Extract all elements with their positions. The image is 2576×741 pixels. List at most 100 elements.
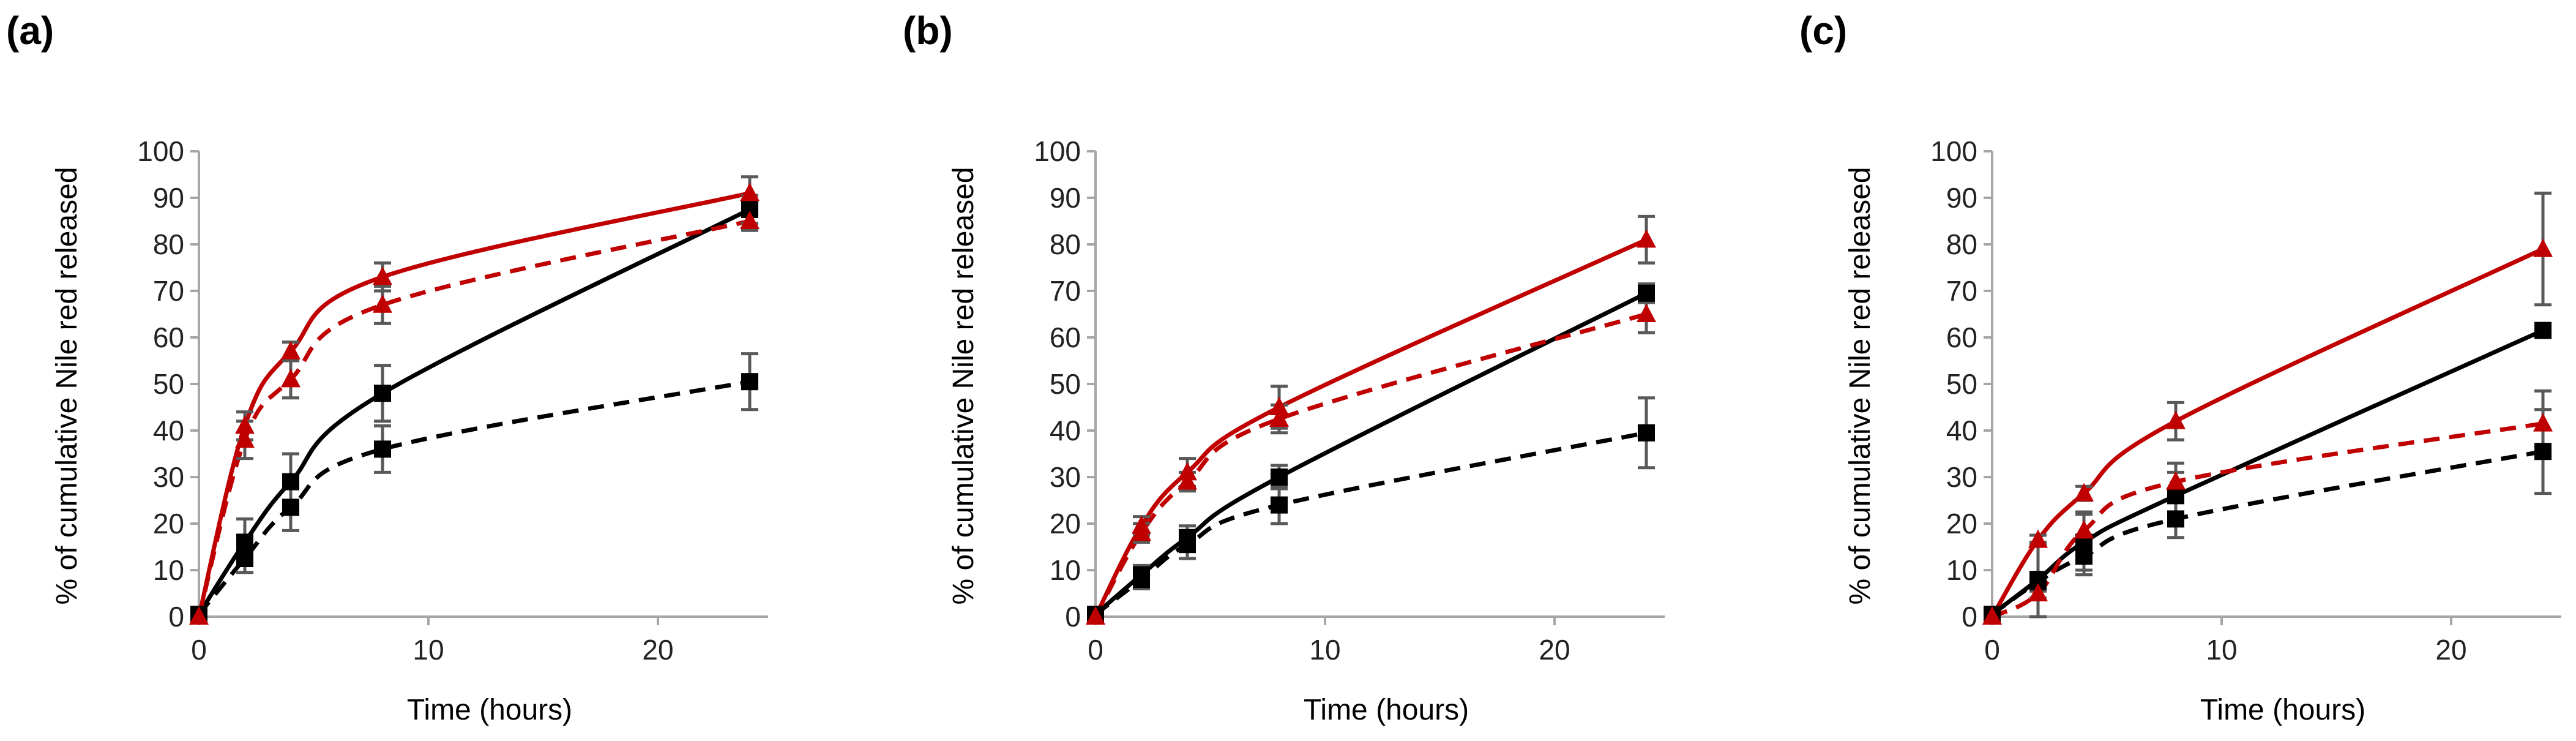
data-point-square bbox=[1271, 496, 1288, 514]
data-point-triangle bbox=[2166, 471, 2186, 490]
data-point-square bbox=[1638, 284, 1655, 302]
x-tick-label: 20 bbox=[1539, 634, 1570, 666]
x-tick-label: 10 bbox=[1309, 634, 1340, 666]
y-tick-label: 100 bbox=[137, 135, 184, 167]
data-point-triangle bbox=[235, 415, 255, 434]
y-tick-label: 0 bbox=[1065, 601, 1081, 633]
series-line-red-dashed bbox=[196, 219, 750, 617]
data-point-square bbox=[236, 533, 253, 551]
data-point-triangle bbox=[373, 294, 392, 313]
chart-panel-b: (b) % of cumulative Nile red released Ti… bbox=[903, 9, 1665, 726]
data-point-square bbox=[1638, 424, 1655, 442]
data-point-triangle bbox=[1178, 471, 1197, 490]
y-tick-label: 80 bbox=[1050, 228, 1081, 260]
data-point-triangle bbox=[1269, 397, 1289, 415]
data-point-triangle bbox=[2074, 483, 2094, 502]
y-tick-label: 10 bbox=[153, 554, 184, 586]
data-point-triangle bbox=[2028, 583, 2048, 601]
y-tick-label: 80 bbox=[1946, 228, 1977, 260]
y-tick-label: 60 bbox=[153, 322, 184, 353]
data-point-square bbox=[236, 550, 253, 567]
y-tick-label: 10 bbox=[1050, 554, 1081, 586]
data-point-square bbox=[741, 373, 758, 391]
chart-panel-c: (c) % of cumulative Nile red released Ti… bbox=[1799, 9, 2561, 726]
data-point-triangle bbox=[1086, 606, 1105, 625]
y-tick-label: 90 bbox=[1050, 182, 1081, 214]
y-tick-label: 40 bbox=[1946, 415, 1977, 446]
panel-label: (b) bbox=[903, 9, 953, 53]
y-tick-label: 60 bbox=[1050, 322, 1081, 353]
data-point-square bbox=[374, 440, 391, 458]
y-tick-label: 80 bbox=[153, 228, 184, 260]
y-tick-label: 30 bbox=[153, 461, 184, 493]
y-tick-label: 90 bbox=[1946, 182, 1977, 214]
y-tick-label: 0 bbox=[168, 601, 184, 633]
series-line-black-dashed bbox=[1990, 449, 2544, 617]
data-point-triangle bbox=[2533, 413, 2553, 432]
data-point-square bbox=[1271, 468, 1288, 486]
data-point-square bbox=[282, 498, 299, 516]
data-point-square bbox=[2167, 510, 2184, 528]
y-tick-label: 60 bbox=[1946, 322, 1977, 353]
y-tick-label: 50 bbox=[1946, 368, 1977, 400]
x-axis-title: Time (hours) bbox=[407, 694, 572, 726]
data-point-triangle bbox=[281, 340, 301, 359]
data-point-triangle bbox=[2028, 529, 2048, 548]
y-tick-label: 10 bbox=[1946, 554, 1977, 586]
data-point-triangle bbox=[1982, 606, 2002, 625]
y-tick-label: 40 bbox=[1050, 415, 1081, 446]
y-tick-label: 50 bbox=[153, 368, 184, 400]
data-point-triangle bbox=[2074, 520, 2094, 539]
data-point-square bbox=[1179, 536, 1196, 554]
data-point-triangle bbox=[1637, 304, 1656, 322]
x-tick-label: 20 bbox=[642, 634, 673, 666]
x-tick-label: 10 bbox=[2206, 634, 2237, 666]
series-line-red-solid bbox=[1990, 247, 2544, 618]
panel-label: (c) bbox=[1799, 9, 1847, 53]
x-tick-label: 0 bbox=[1088, 634, 1103, 666]
data-point-square bbox=[1133, 571, 1150, 589]
y-tick-label: 100 bbox=[1034, 135, 1081, 167]
y-axis-title: % of cumulative Nile red released bbox=[1844, 167, 1876, 604]
series-line-red-solid bbox=[196, 190, 750, 617]
data-point-triangle bbox=[235, 429, 255, 448]
y-tick-label: 20 bbox=[1050, 508, 1081, 540]
y-axis-title: % of cumulative Nile red released bbox=[51, 167, 83, 604]
data-point-triangle bbox=[2533, 238, 2553, 257]
x-tick-label: 10 bbox=[413, 634, 444, 666]
data-point-triangle bbox=[1178, 462, 1197, 481]
y-tick-label: 70 bbox=[153, 275, 184, 307]
x-tick-label: 0 bbox=[191, 634, 207, 666]
data-point-triangle bbox=[740, 182, 760, 201]
data-point-square bbox=[2167, 487, 2184, 505]
y-tick-label: 20 bbox=[153, 508, 184, 540]
series-line-black-dashed bbox=[197, 379, 750, 616]
y-tick-label: 30 bbox=[1050, 461, 1081, 493]
panel-label: (a) bbox=[6, 9, 54, 53]
data-point-triangle bbox=[1637, 229, 1656, 248]
data-point-square bbox=[374, 385, 391, 402]
data-point-square bbox=[2534, 322, 2552, 339]
x-tick-label: 0 bbox=[1984, 634, 2000, 666]
y-tick-label: 20 bbox=[1946, 508, 1977, 540]
data-point-triangle bbox=[2166, 410, 2186, 429]
data-point-triangle bbox=[189, 606, 209, 625]
data-point-square bbox=[282, 473, 299, 491]
data-point-triangle bbox=[740, 211, 760, 229]
series-line-black-solid bbox=[1990, 328, 2544, 616]
series-line-red-dashed bbox=[1093, 312, 1647, 618]
series-line-black-solid bbox=[197, 207, 751, 616]
data-point-square bbox=[2075, 547, 2093, 565]
y-tick-label: 40 bbox=[153, 415, 184, 446]
y-tick-label: 100 bbox=[1930, 135, 1977, 167]
data-point-square bbox=[2534, 443, 2552, 461]
y-axis-title: % of cumulative Nile red released bbox=[947, 167, 980, 604]
y-tick-label: 70 bbox=[1050, 275, 1081, 307]
y-tick-label: 30 bbox=[1946, 461, 1977, 493]
data-point-triangle bbox=[281, 369, 301, 388]
data-point-triangle bbox=[1269, 408, 1289, 427]
y-tick-label: 50 bbox=[1050, 368, 1081, 400]
y-tick-label: 90 bbox=[153, 182, 184, 214]
y-tick-label: 70 bbox=[1946, 275, 1977, 307]
